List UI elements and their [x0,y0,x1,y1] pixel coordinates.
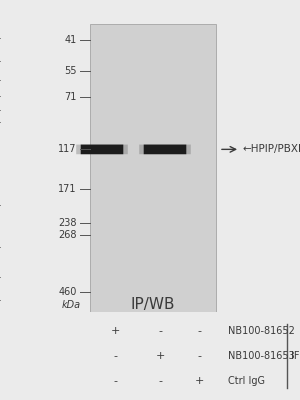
Text: IF: IF [291,351,299,361]
Text: -: - [113,351,118,361]
Text: 117: 117 [58,144,76,154]
Text: 171: 171 [58,184,76,194]
Text: -: - [158,326,163,336]
Text: 268: 268 [58,230,76,240]
Text: 238: 238 [58,218,76,228]
Text: ←HPIP/PBXIP: ←HPIP/PBXIP [243,144,300,154]
Text: 55: 55 [64,66,76,76]
FancyBboxPatch shape [81,144,123,154]
Text: +: + [111,326,120,336]
Text: 460: 460 [58,286,76,296]
Text: 71: 71 [64,92,76,102]
Text: +: + [195,376,204,386]
Text: IP/WB: IP/WB [131,297,175,312]
Text: -: - [197,351,202,361]
Text: +: + [156,351,165,361]
Text: NB100-81652: NB100-81652 [228,326,295,336]
Bar [90,24,216,312]
FancyBboxPatch shape [139,144,191,154]
Text: -: - [158,376,163,386]
Text: -: - [113,376,118,386]
Text: kDa: kDa [62,300,81,310]
Text: Ctrl IgG: Ctrl IgG [228,376,265,386]
Text: 41: 41 [64,36,76,46]
FancyBboxPatch shape [144,144,186,154]
Text: -: - [197,326,202,336]
FancyBboxPatch shape [76,144,128,154]
Text: NB100-81653: NB100-81653 [228,351,295,361]
